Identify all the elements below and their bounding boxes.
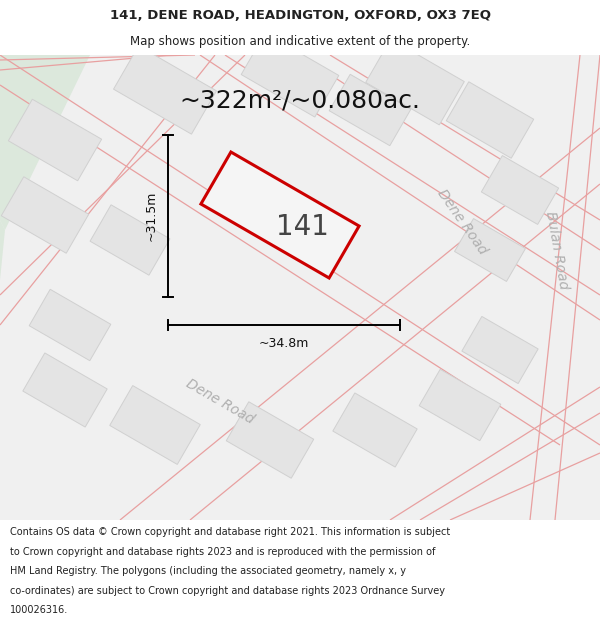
Text: 100026316.: 100026316. [10,605,68,615]
Polygon shape [462,316,538,384]
Polygon shape [481,156,559,224]
Text: co-ordinates) are subject to Crown copyright and database rights 2023 Ordnance S: co-ordinates) are subject to Crown copyr… [10,586,445,596]
Polygon shape [1,177,89,253]
Polygon shape [0,55,600,520]
Polygon shape [0,220,5,280]
Text: to Crown copyright and database rights 2023 and is reproduced with the permissio: to Crown copyright and database rights 2… [10,547,436,557]
Polygon shape [333,393,417,467]
Polygon shape [110,386,200,464]
Polygon shape [90,205,170,275]
Polygon shape [23,353,107,427]
Polygon shape [8,99,101,181]
Polygon shape [446,82,534,158]
Polygon shape [113,46,217,134]
Text: ~322m²/~0.080ac.: ~322m²/~0.080ac. [179,88,421,112]
Text: Map shows position and indicative extent of the property.: Map shows position and indicative extent… [130,35,470,48]
Text: Dene Road: Dene Road [184,377,256,427]
Polygon shape [0,55,90,230]
Polygon shape [419,369,501,441]
Polygon shape [365,39,464,125]
Polygon shape [329,74,411,146]
Text: ~31.5m: ~31.5m [145,191,158,241]
Text: ~34.8m: ~34.8m [259,337,309,350]
Text: HM Land Registry. The polygons (including the associated geometry, namely x, y: HM Land Registry. The polygons (includin… [10,566,406,576]
Polygon shape [241,33,339,117]
Polygon shape [226,402,314,478]
Polygon shape [201,152,359,278]
Text: Dene Road: Dene Road [434,187,490,258]
Text: Contains OS data © Crown copyright and database right 2021. This information is : Contains OS data © Crown copyright and d… [10,528,451,538]
Polygon shape [29,289,111,361]
Polygon shape [455,219,526,281]
Text: 141, DENE ROAD, HEADINGTON, OXFORD, OX3 7EQ: 141, DENE ROAD, HEADINGTON, OXFORD, OX3 … [110,9,491,22]
Text: 141: 141 [275,213,328,241]
Text: Bulan Road: Bulan Road [543,210,571,290]
